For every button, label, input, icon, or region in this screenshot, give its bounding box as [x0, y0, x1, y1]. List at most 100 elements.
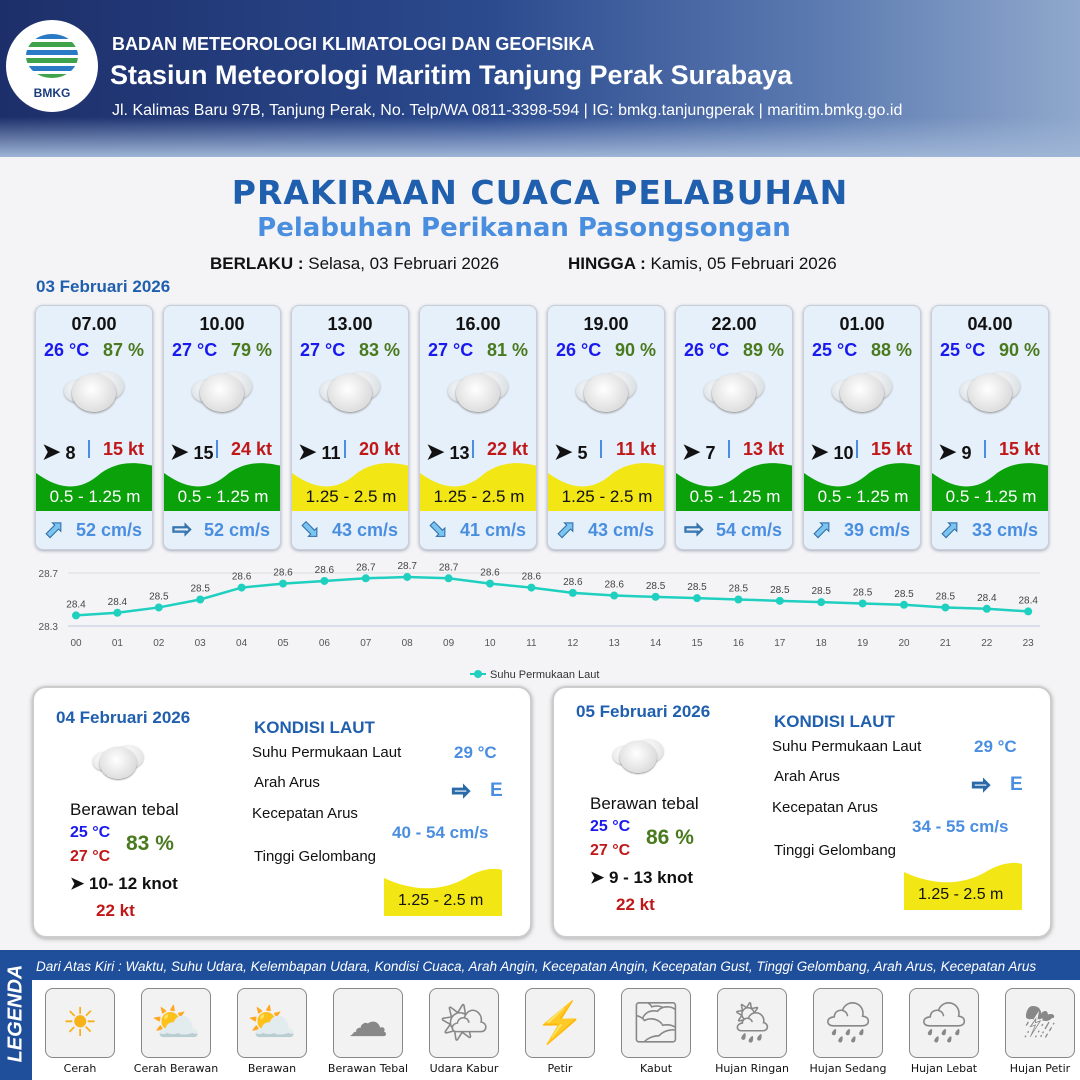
current-speed: 43 cm/s — [332, 520, 399, 540]
forecast-time: 07.00 — [71, 314, 117, 334]
haze-icon: 🌤 — [429, 988, 499, 1058]
current-arrow-icon: ⇨ — [684, 516, 705, 543]
humidity: 86 % — [646, 826, 694, 849]
data-point — [941, 603, 950, 612]
data-label: 28.5 — [190, 584, 210, 595]
data-point — [858, 599, 867, 608]
day1-date: 03 Februari 2026 — [36, 277, 171, 296]
gust: 15 kt — [870, 439, 912, 459]
wave-height: 1.25 - 2.5 m — [918, 886, 1004, 903]
air-temp: 26 °C — [44, 340, 90, 360]
data-label: 28.6 — [273, 568, 293, 579]
humidity: 79 % — [230, 340, 272, 360]
wind-arrow-icon: ➤ — [938, 439, 957, 464]
current-arrow-icon: ⬈ — [812, 516, 833, 543]
current-speed: 52 cm/s — [204, 520, 271, 540]
forecast-time: 13.00 — [327, 314, 373, 334]
gust: 13 kt — [742, 439, 784, 459]
sst-line — [75, 575, 1029, 617]
current-arrow-icon: ⬈ — [44, 516, 65, 543]
forecast-card: 22.00 26 °C 89 % ➤ 7 13 kt 0.5 - 1.25 m … — [675, 305, 793, 550]
current-speed: 40 - 54 cm/s — [392, 823, 489, 842]
data-point — [196, 595, 205, 604]
thick-cloud-icon — [572, 370, 642, 414]
wind-arrow-icon: ➤ — [42, 439, 61, 464]
wave-shape — [384, 868, 502, 916]
temp-max: 27 °C — [70, 848, 111, 865]
humidity: 83 % — [358, 340, 400, 360]
daily-summary: 05 Februari 2026 Berawan tebal 25 °C 27 … — [552, 686, 1052, 938]
current-speed: 54 cm/s — [716, 520, 783, 540]
wave-height: 1.25 - 2.5 m — [433, 487, 525, 506]
humidity: 88 % — [870, 340, 912, 360]
humidity: 83 % — [126, 832, 174, 855]
wind-arrow-icon: ➤ — [70, 874, 85, 893]
data-label: 28.6 — [563, 577, 583, 588]
fog-icon: 🌫 — [621, 988, 691, 1058]
legend-label: Cerah — [63, 1062, 97, 1075]
x-tick-label: 20 — [898, 638, 910, 649]
legend-label: Hujan Sedang — [809, 1062, 887, 1075]
wind-arrow-icon: ➤ — [590, 868, 605, 887]
sst-chart: 28.3 28.7 28.4 00 28.4 01 28.5 02 28.5 03 28.6 04 28… — [39, 561, 1040, 681]
current-speed: 52 cm/s — [76, 520, 143, 540]
daily-date: 05 Februari 2026 — [576, 702, 711, 721]
data-label: 28.4 — [977, 593, 997, 604]
temp-min: 25 °C — [70, 824, 111, 841]
data-label: 28.4 — [108, 597, 128, 608]
thick-cloud-icon — [60, 370, 130, 414]
wind: ➤ 9 — [938, 439, 972, 464]
data-label: 28.7 — [397, 561, 417, 572]
temp-max: 27 °C — [590, 842, 631, 859]
humidity: 90 % — [998, 340, 1040, 360]
daily-date: 04 Februari 2026 — [56, 708, 191, 727]
wind-arrow-icon: ➤ — [426, 439, 445, 464]
moderate-rain-icon: 🌧 — [813, 988, 883, 1058]
wave-shape — [420, 463, 536, 511]
data-point — [1024, 607, 1033, 616]
forecast-time: 22.00 — [711, 314, 757, 334]
humidity: 81 % — [486, 340, 528, 360]
heavy-rain-icon: 🌧 — [909, 988, 979, 1058]
x-tick-label: 11 — [526, 638, 537, 649]
wave-height: 1.25 - 2.5 m — [398, 892, 484, 909]
light-rain-icon: 🌦 — [717, 988, 787, 1058]
current-arrow-icon: ⇨ — [971, 772, 991, 798]
data-label: 28.6 — [315, 565, 335, 576]
forecast-time: 10.00 — [199, 314, 245, 334]
x-tick-label: 00 — [70, 638, 82, 649]
gust: 22 kt — [616, 895, 655, 914]
humidity: 90 % — [614, 340, 656, 360]
wave-shape — [904, 862, 1022, 910]
x-tick-label: 15 — [691, 638, 703, 649]
data-point — [734, 595, 743, 604]
data-label: 28.6 — [522, 572, 542, 583]
legend-caption: Dari Atas Kiri : Waktu, Suhu Udara, Kele… — [32, 950, 1080, 980]
data-point — [72, 611, 80, 620]
data-label: 28.5 — [729, 584, 749, 595]
sst-value: 29 °C — [974, 737, 1017, 756]
gust: 15 kt — [998, 439, 1040, 459]
current-arrow-icon: ⬊ — [428, 516, 449, 543]
legend-label: Petir — [547, 1062, 573, 1075]
data-point — [361, 574, 370, 583]
x-tick-label: 05 — [277, 638, 289, 649]
x-tick-label: 19 — [857, 638, 869, 649]
air-temp: 27 °C — [172, 340, 218, 360]
header-banner — [0, 0, 1080, 157]
x-tick-label: 23 — [1023, 638, 1035, 649]
wave-shape — [36, 463, 152, 511]
humidity: 89 % — [742, 340, 784, 360]
data-label: 28.5 — [687, 582, 707, 593]
x-tick-label: 04 — [236, 638, 248, 649]
x-tick-label: 10 — [484, 638, 496, 649]
current-speed: 33 cm/s — [972, 520, 1039, 540]
x-tick-label: 08 — [402, 638, 414, 649]
legend-label: Kabut — [639, 1062, 673, 1075]
data-label: 28.5 — [936, 591, 956, 602]
bmkg-logo: BMKG — [6, 20, 98, 112]
x-tick-label: 17 — [774, 638, 786, 649]
wave-height: 1.25 - 2.5 m — [305, 487, 397, 506]
wind: ➤ 10- 12 knot — [70, 874, 178, 893]
wind: ➤ 11 — [298, 439, 341, 464]
